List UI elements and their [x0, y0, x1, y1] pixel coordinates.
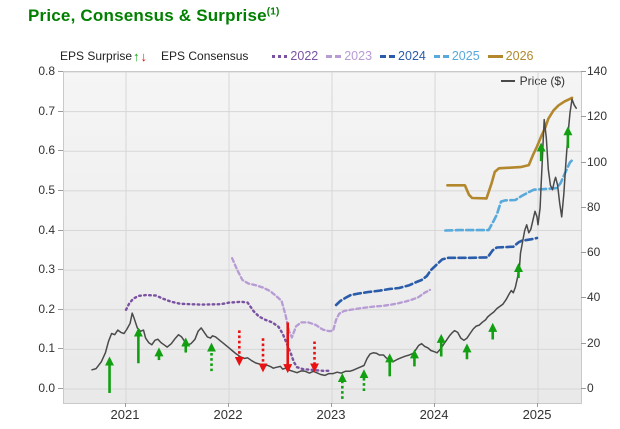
eps-axis-label: 0.2 [38, 301, 55, 316]
axis-tick [58, 269, 63, 271]
price-axis-label: 60 [587, 245, 601, 260]
eps-axis-label: 0.3 [38, 262, 55, 277]
legend-eps-consensus-label: EPS Consensus [161, 49, 249, 63]
legend-year-2024: 2024 [380, 49, 426, 63]
year-axis-label: 2022 [213, 407, 243, 422]
chart-title-footnote-marker: (1) [266, 6, 280, 18]
axis-tick [58, 388, 63, 389]
axis-tick [58, 348, 63, 350]
year-axis-label: 2023 [316, 407, 346, 422]
axis-tick [58, 110, 63, 112]
axis-tick [58, 189, 63, 191]
axis-tick [58, 308, 63, 310]
axis-tick [581, 71, 586, 72]
eps-axis-label: 0.6 [38, 143, 55, 158]
price-series-label: Price ($) [519, 74, 565, 88]
axis-tick [537, 403, 539, 407]
series-eps-consensus-2024 [334, 236, 539, 307]
axis-tick [58, 150, 63, 152]
axis-tick [581, 206, 586, 208]
axis-tick [434, 403, 436, 407]
legend-year-2025: 2025 [433, 49, 480, 63]
axis-tick [581, 161, 586, 163]
axis-tick [581, 297, 586, 299]
axis-tick [581, 342, 586, 344]
eps-axis-label: 0.4 [38, 222, 55, 237]
axis-tick [581, 116, 586, 118]
line-style-longdash-icon [433, 54, 449, 58]
price-axis-label: 80 [587, 199, 601, 214]
price-axis-label: 40 [587, 290, 601, 305]
line-style-solid-icon [487, 54, 503, 58]
axis-tick [228, 403, 230, 407]
chart-title: Price, Consensus & Surprise(1) [28, 6, 280, 26]
axis-tick [125, 403, 126, 407]
axis-tick [58, 71, 63, 72]
axis-tick [581, 252, 586, 254]
axis-tick [331, 403, 333, 407]
series-price- [91, 98, 577, 377]
chart-legend: EPS Surprise ↑ ↓ EPS Consensus 2022 2023… [60, 49, 582, 63]
year-axis-label: 2021 [110, 407, 140, 422]
series-eps-consensus-2026 [446, 96, 574, 200]
eps-axis-label: 0.7 [38, 103, 55, 118]
price-axis-label: 120 [587, 109, 608, 124]
eps-axis-label: 0.5 [38, 182, 55, 197]
series-eps-consensus-2023 [230, 257, 432, 339]
price-axis-label: 0 [587, 381, 594, 395]
series-eps-consensus-2025 [443, 157, 576, 232]
legend-eps-surprise-label: EPS Surprise [60, 49, 133, 63]
eps-axis-label: 0.8 [38, 64, 55, 78]
chart-plot-area: Price ($) [63, 71, 582, 404]
surprise-up-arrow-icon: ↑ [133, 48, 140, 64]
year-axis-label: 2024 [419, 407, 449, 422]
eps-axis-label: 0.0 [38, 381, 55, 395]
line-style-dashdot-icon [380, 54, 396, 58]
series-eps-consensus-2022 [124, 293, 333, 372]
year-axis-label: 2025 [522, 407, 552, 422]
legend-year-2023: 2023 [326, 49, 372, 63]
price-axis-label: 140 [587, 64, 608, 78]
chart-canvas [64, 72, 581, 403]
price-axis-label: 100 [587, 154, 608, 169]
eps-axis-label: 0.1 [38, 341, 55, 356]
surprise-down-arrow-icon: ↓ [140, 48, 148, 64]
price-series-legend: Price ($) [500, 74, 565, 88]
legend-eps-surprise: EPS Surprise ↑ ↓ [60, 49, 147, 63]
legend-year-2022: 2022 [272, 49, 318, 63]
chart-title-text: Price, Consensus & Surprise [28, 6, 267, 25]
price-line-icon [500, 80, 515, 82]
axis-tick [58, 229, 63, 231]
line-style-dashed-icon [326, 54, 342, 58]
line-style-dotted-icon [272, 54, 288, 58]
legend-year-2026: 2026 [487, 49, 533, 63]
axis-tick [581, 388, 586, 389]
price-axis-label: 20 [587, 335, 601, 350]
